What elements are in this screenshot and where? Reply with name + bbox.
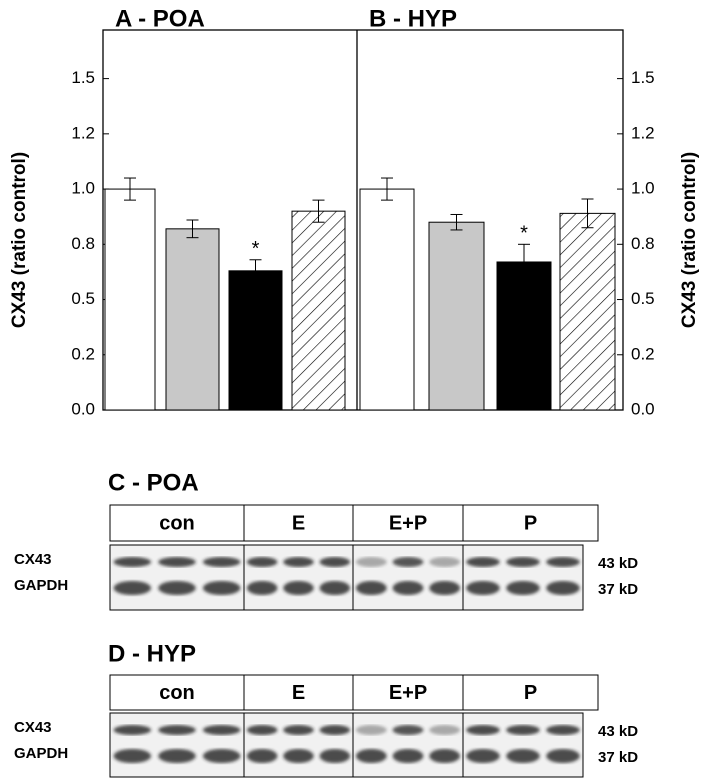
band	[466, 557, 500, 567]
group-label: E	[292, 682, 305, 704]
blot-title: D - HYP	[108, 640, 196, 667]
row-label: GAPDH	[14, 577, 68, 594]
band	[158, 749, 196, 763]
band	[202, 725, 241, 735]
group-label: P	[524, 682, 537, 704]
band	[466, 749, 500, 763]
band	[158, 581, 196, 595]
chart-title: B - HYP	[369, 5, 457, 32]
band	[319, 749, 351, 763]
y-axis-label: CX43 (ratio control)	[679, 152, 700, 328]
band	[319, 725, 351, 735]
row-label: GAPDH	[14, 745, 68, 762]
band	[506, 749, 540, 763]
blot-title: C - POA	[108, 469, 199, 496]
band	[429, 725, 461, 735]
group-label: E	[292, 512, 305, 534]
bar	[496, 261, 552, 411]
band	[506, 557, 540, 567]
y-tick-label: 0.5	[71, 289, 95, 308]
band	[319, 581, 351, 595]
y-tick-label: 0.2	[631, 344, 655, 363]
band	[506, 581, 540, 595]
band	[158, 725, 196, 735]
y-tick-label: 0.5	[631, 289, 655, 308]
group-label: E+P	[389, 512, 427, 534]
y-tick-label: 1.0	[631, 179, 655, 198]
group-header	[109, 674, 599, 711]
band	[283, 725, 314, 735]
group-label: con	[159, 682, 195, 704]
size-label: 43 kD	[598, 723, 638, 740]
bar	[104, 188, 156, 411]
band	[546, 557, 580, 567]
chart-title: A - POA	[115, 5, 205, 32]
band	[392, 725, 424, 735]
band	[113, 725, 152, 735]
group-label: E+P	[389, 682, 427, 704]
y-tick-label: 1.5	[71, 68, 95, 87]
band	[355, 581, 387, 595]
bar	[559, 212, 616, 411]
band	[546, 749, 580, 763]
group-label: P	[524, 512, 537, 534]
bar	[291, 210, 346, 411]
band	[113, 749, 152, 763]
blot-image	[109, 544, 584, 611]
size-label: 37 kD	[598, 749, 638, 766]
band	[392, 581, 424, 595]
band	[355, 557, 387, 567]
band	[246, 725, 278, 735]
band	[355, 749, 387, 763]
band	[283, 581, 314, 595]
blot-image	[109, 712, 584, 778]
y-tick-label: 1.0	[71, 179, 95, 198]
band	[158, 557, 196, 567]
y-axis-label: CX43 (ratio control)	[9, 152, 30, 328]
y-tick-label: 1.2	[631, 123, 655, 142]
group-label: con	[159, 512, 195, 534]
bar	[359, 188, 415, 411]
y-tick-label: 0.8	[71, 234, 95, 253]
band	[246, 557, 278, 567]
y-tick-label: 1.5	[631, 68, 655, 87]
y-tick-label: 0.8	[631, 234, 655, 253]
significance-mark: *	[520, 223, 528, 245]
band	[429, 749, 461, 763]
y-tick-label: 0.0	[631, 399, 655, 418]
y-tick-label: 0.0	[71, 399, 95, 418]
band	[202, 749, 241, 763]
band	[392, 557, 424, 567]
band	[246, 581, 278, 595]
bar	[165, 228, 220, 411]
row-label: CX43	[14, 551, 52, 568]
band	[283, 557, 314, 567]
band	[283, 749, 314, 763]
band	[546, 725, 580, 735]
band	[429, 581, 461, 595]
band	[319, 557, 351, 567]
band	[429, 557, 461, 567]
band	[202, 581, 241, 595]
bar	[428, 221, 485, 411]
band	[113, 581, 152, 595]
y-tick-label: 0.2	[71, 344, 95, 363]
group-header	[109, 504, 599, 542]
size-label: 43 kD	[598, 555, 638, 572]
band	[355, 725, 387, 735]
band	[466, 725, 500, 735]
significance-mark: *	[252, 238, 260, 260]
band	[466, 581, 500, 595]
band	[202, 557, 241, 567]
band	[546, 581, 580, 595]
bar	[228, 270, 283, 411]
band	[506, 725, 540, 735]
band	[113, 557, 152, 567]
band	[392, 749, 424, 763]
size-label: 37 kD	[598, 581, 638, 598]
band	[246, 749, 278, 763]
y-tick-label: 1.2	[71, 123, 95, 142]
row-label: CX43	[14, 719, 52, 736]
